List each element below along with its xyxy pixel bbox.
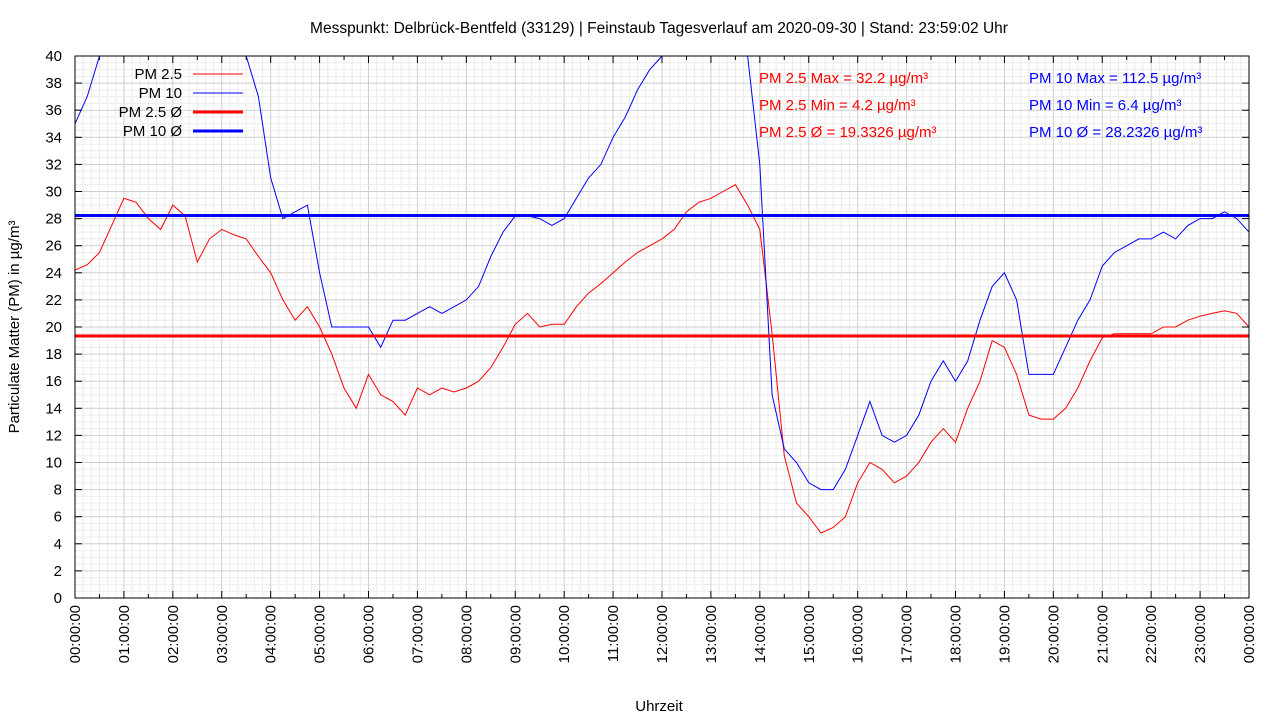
plot-frame (74, 55, 1250, 599)
series-line-pm-2-5 (75, 184, 1249, 534)
y-tick-label: 30 (45, 184, 62, 201)
x-tick-label: 01:00:00 (116, 605, 133, 663)
y-tick-label: 38 (45, 75, 62, 92)
x-tick-label: 07:00:00 (409, 605, 426, 663)
annotation-pm10: PM 10 Ø = 28.2326 µg/m³ (1029, 124, 1202, 141)
x-tick-label: 05:00:00 (312, 605, 329, 663)
x-tick-label: 10:00:00 (556, 605, 573, 663)
y-tick-label: 26 (45, 238, 62, 255)
x-tick-label: 18:00:00 (948, 605, 965, 663)
y-tick-label: 32 (45, 156, 62, 173)
x-tick-label: 19:00:00 (996, 605, 1013, 663)
y-tick-label: 10 (45, 455, 62, 472)
x-axis: 00:00:00 01:00:00 02:00:00 03:00:00 04:00:00… (67, 56, 1258, 663)
y-tick-label: 8 (54, 482, 62, 499)
x-tick-label: 00:00:00 (67, 605, 84, 663)
x-tick-label: 12:00:00 (654, 605, 671, 663)
y-tick-label: 34 (45, 129, 62, 146)
y-axis-label: Particulate Matter (PM) in µg/m³ (6, 221, 23, 434)
y-tick-label: 4 (54, 536, 62, 553)
y-tick-label: 14 (45, 400, 62, 417)
y-tick-label: 28 (45, 211, 62, 228)
y-tick-label: 12 (45, 427, 62, 444)
annotation-pm25: PM 2.5 Min = 4.2 µg/m³ (759, 97, 916, 114)
annotation-pm10: PM 10 Min = 6.4 µg/m³ (1029, 97, 1181, 114)
legend: PM 2.5 PM 10 PM 2.5 Ø PM 10 Ø (119, 66, 243, 140)
y-tick-label: 24 (45, 265, 62, 282)
x-tick-label: 20:00:00 (1045, 605, 1062, 663)
x-tick-label: 06:00:00 (361, 605, 378, 663)
y-tick-label: 18 (45, 346, 62, 363)
x-tick-label: 09:00:00 (507, 605, 524, 663)
y-tick-label: 36 (45, 102, 62, 119)
annotation-pm10: PM 10 Max = 112.5 µg/m³ (1029, 70, 1201, 87)
x-tick-label: 23:00:00 (1192, 605, 1209, 663)
annotation-pm25: PM 2.5 Ø = 19.3326 µg/m³ (759, 124, 936, 141)
x-tick-label: 02:00:00 (165, 605, 182, 663)
x-tick-label: 08:00:00 (458, 605, 475, 663)
chart-title: Messpunkt: Delbrück-Bentfeld (33129) | F… (310, 20, 1008, 37)
annotations: PM 2.5 Max = 32.2 µg/m³ PM 2.5 Min = 4.2 … (759, 70, 1202, 141)
y-tick-label: 40 (45, 48, 62, 65)
y-tick-label: 0 (54, 590, 62, 607)
y-tick-label: 20 (45, 319, 62, 336)
legend-label: PM 2.5 (134, 66, 182, 83)
series-line-pm-10 (75, 56, 1249, 491)
x-tick-label: 22:00:00 (1143, 605, 1160, 663)
y-tick-label: 6 (54, 509, 62, 526)
x-tick-label: 11:00:00 (605, 605, 622, 662)
x-tick-label: 17:00:00 (899, 605, 916, 663)
legend-label: PM 10 Ø (123, 123, 183, 140)
grid (74, 55, 1250, 599)
legend-label: PM 10 (139, 85, 182, 102)
annotation-pm25: PM 2.5 Max = 32.2 µg/m³ (759, 70, 928, 87)
x-tick-label: 21:00:00 (1094, 605, 1111, 663)
x-axis-label: Uhrzeit (635, 698, 683, 715)
y-tick-label: 16 (45, 373, 62, 390)
x-tick-label: 16:00:00 (850, 605, 867, 663)
y-tick-label: 2 (54, 563, 62, 580)
x-tick-label: 00:00:00 (1241, 605, 1258, 663)
x-tick-label: 13:00:00 (703, 605, 720, 663)
x-tick-label: 14:00:00 (752, 605, 769, 663)
x-tick-label: 15:00:00 (801, 605, 818, 663)
legend-label: PM 2.5 Ø (119, 104, 183, 121)
x-tick-label: 04:00:00 (263, 605, 280, 663)
x-tick-label: 03:00:00 (214, 605, 231, 663)
plot-series (75, 56, 1249, 534)
y-tick-label: 22 (45, 292, 62, 309)
